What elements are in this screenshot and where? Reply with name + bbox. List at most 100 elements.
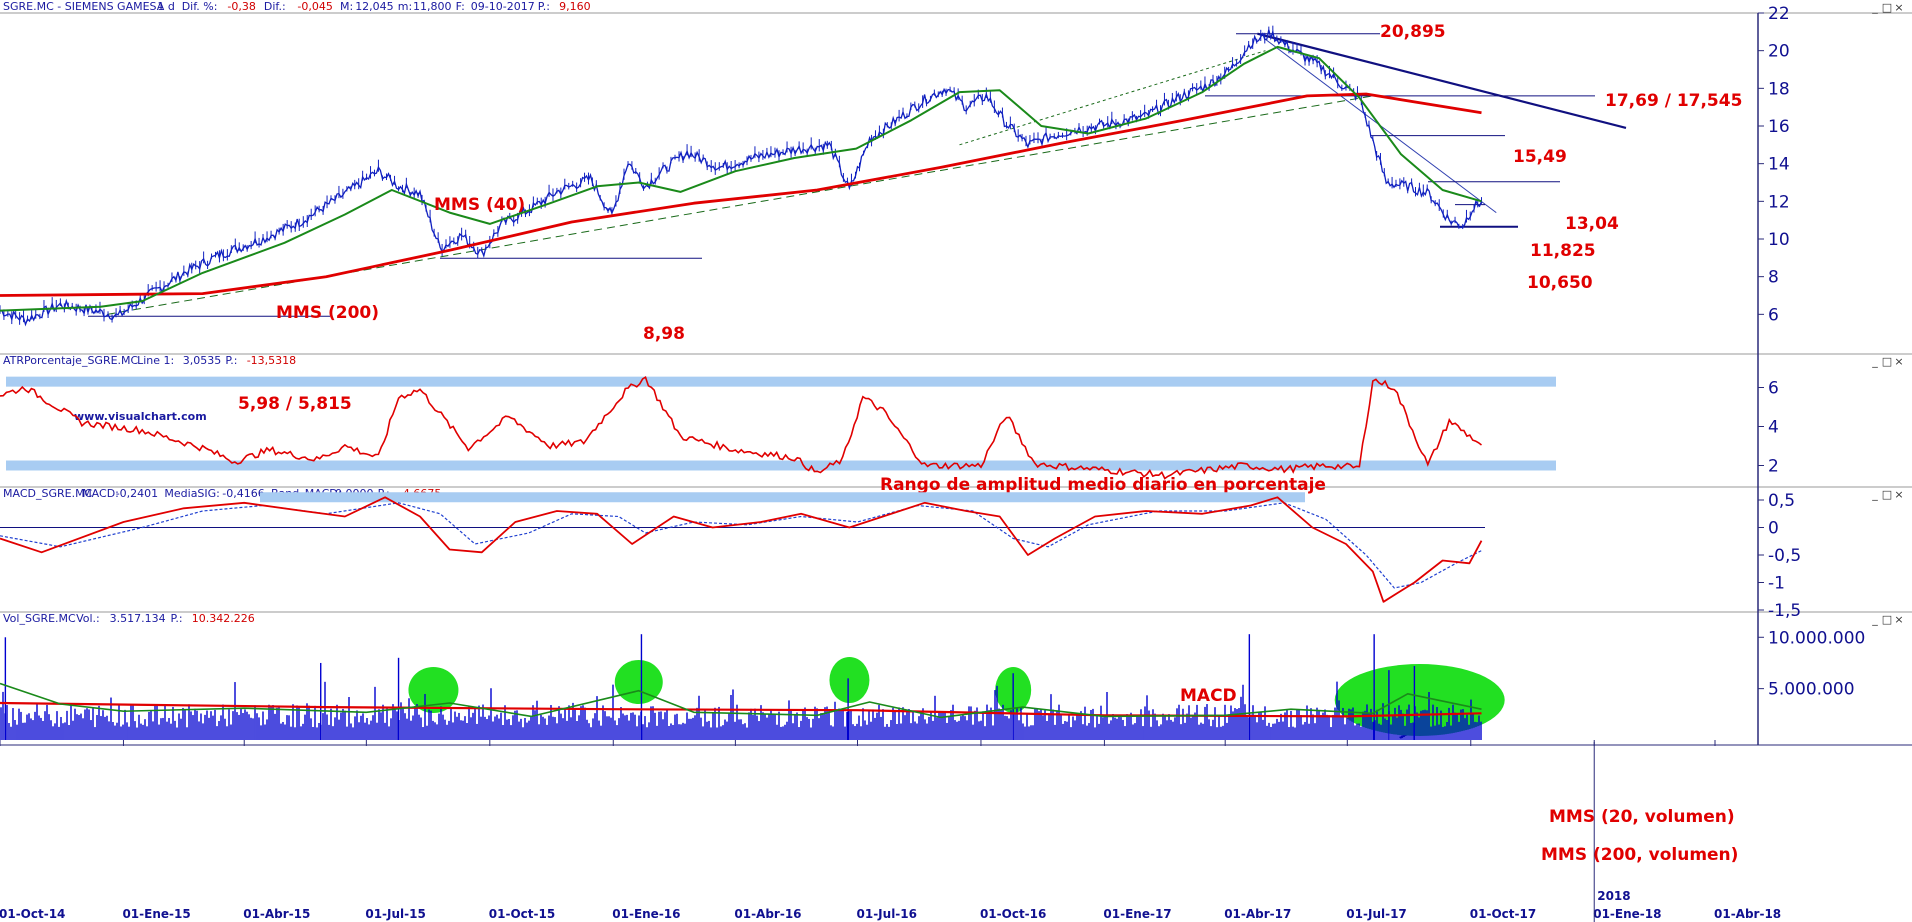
window-control-close-icon[interactable]: × (1894, 613, 1903, 626)
price-y-tick-label: 10 (1768, 230, 1790, 250)
level-label: 20,895 (1380, 22, 1446, 42)
price-y-tick-label: 8 (1768, 268, 1779, 288)
x-tick-label: 01-Abr-16 (734, 907, 801, 921)
price-y-tick-label: 22 (1768, 4, 1790, 24)
price-y-tick-label: 16 (1768, 117, 1790, 137)
price-y-tick-label: 6 (1768, 305, 1779, 325)
window-control-close-icon[interactable]: × (1894, 488, 1903, 501)
mms200-line (0, 92, 1482, 297)
volume-header-name: Vol_SGRE.MC (3, 612, 76, 625)
panel-header-bar-atr (0, 354, 1912, 367)
x-tick-label: 01-Ene-16 (612, 907, 680, 921)
level-label: 8,98 (643, 324, 685, 344)
volume-y-tick-label: 5.000.000 (1768, 680, 1855, 700)
price-y-tick-label: 20 (1768, 42, 1790, 62)
macd-header-signal-label: MediaSIG: (164, 487, 220, 500)
atr-header-line-value: 3,0535 (183, 354, 222, 367)
price-header-dif-label: Dif.: (264, 0, 286, 13)
price-y-tick-label: 12 (1768, 192, 1790, 212)
price-header-max: 12,045 (355, 0, 394, 13)
price-header-date-label: F: (456, 0, 465, 13)
price-header-max-label: M: (340, 0, 353, 13)
window-control-minimize-icon[interactable]: _ (1871, 613, 1878, 626)
price-header-min: 11,800 (413, 0, 452, 13)
volume-header-vol-label: Vol.: (76, 612, 100, 625)
price-y-tick-label: 14 (1768, 155, 1790, 175)
macd-header-signal: -0,4166 (222, 487, 264, 500)
macd-y-tick-label: -1 (1768, 574, 1785, 594)
inner-trendline (959, 50, 1266, 146)
price-header-min-label: m: (398, 0, 412, 13)
level-label: 10,650 (1527, 273, 1593, 293)
volume-y-tick-label: 10.000.000 (1768, 628, 1865, 648)
level-label: 5,98 / 5,815 (238, 394, 352, 414)
window-control-minimize-icon[interactable]: _ (1871, 1, 1878, 14)
atr-header-name: ATRPorcentaje_SGRE.MC (3, 354, 139, 367)
atr-header-p: -13,5318 (247, 354, 296, 367)
panel-header-bar-price (0, 0, 1912, 13)
window-control-restore-icon[interactable]: □ (1882, 613, 1892, 626)
price-header-p-label: P.: (538, 0, 550, 13)
x-tick-label: 01-Oct-15 (489, 907, 555, 921)
window-control-minimize-icon[interactable]: _ (1871, 355, 1878, 368)
x-tick-label: 01-Oct-17 (1470, 907, 1536, 921)
price-y-tick-label: 18 (1768, 79, 1790, 99)
x-tick-label: 01-Abr-17 (1224, 907, 1291, 921)
price-header-dif-pct-label: Dif. %: (182, 0, 218, 13)
atr-band-0 (6, 376, 1556, 387)
macd-y-tick-label: 0 (1768, 519, 1779, 539)
macd-y-tick-label: 0,5 (1768, 491, 1795, 511)
watermark-text: www.visualchart.com (74, 410, 207, 423)
level-label: 13,04 (1565, 214, 1619, 234)
volume-legend-mms200: MMS (200, volumen) (1541, 845, 1738, 865)
x-tick-label: 01-Jul-16 (857, 907, 917, 921)
price-header-dif: -0,045 (297, 0, 332, 13)
panel-header-bar-volume (0, 612, 1912, 625)
x-tick-label: 01-Jul-17 (1346, 907, 1406, 921)
window-control-restore-icon[interactable]: □ (1882, 1, 1892, 14)
volume-mms200-line (0, 701, 1482, 718)
volume-mms20-line (0, 682, 1482, 719)
macd-y-tick-label: -0,5 (1768, 546, 1801, 566)
window-control-restore-icon[interactable]: □ (1882, 355, 1892, 368)
x-tick-label: 01-Ene-15 (122, 907, 190, 921)
atr-y-tick-label: 2 (1768, 457, 1779, 477)
x-tick-label: 01-Oct-14 (0, 907, 65, 921)
price-header-period: 1 d (157, 0, 174, 13)
price-header-symbol: SGRE.MC - SIEMENS GAMESA (3, 0, 165, 13)
volume-header-p: 10.342.226 (192, 612, 255, 625)
resistance-trendline (1257, 32, 1627, 129)
macd-header-macd-label: MACD: (82, 487, 119, 500)
x-tick-label: 01-Abr-15 (243, 907, 310, 921)
price-header-date: 09-10-2017 (471, 0, 535, 13)
volume-header-vol: 3.517.134 (110, 612, 166, 625)
macd-header-name: MACD_SGRE.MC (3, 487, 93, 500)
atr-line (0, 375, 1482, 480)
atr-y-tick-label: 6 (1768, 379, 1779, 399)
macd-header-macd: -0,2401 (116, 487, 158, 500)
mms40-label: MMS (40) (434, 195, 525, 215)
window-control-minimize-icon[interactable]: _ (1871, 488, 1878, 501)
x-tick-label: 01-Oct-16 (980, 907, 1046, 921)
atr-header-line-label: Line 1: (137, 354, 174, 367)
volume-highlight-2 (829, 657, 870, 703)
x-tick-label: 01-Ene-17 (1103, 907, 1171, 921)
year-marker-label: 2018 (1597, 889, 1630, 903)
window-control-restore-icon[interactable]: □ (1882, 488, 1892, 501)
window-control-close-icon[interactable]: × (1894, 1, 1903, 14)
x-tick-label: 01-Ene-18 (1593, 907, 1661, 921)
macd-line (0, 496, 1483, 603)
price-header-dif-pct: -0,38 (227, 0, 255, 13)
macd-title: MACD (1180, 686, 1237, 706)
macd-band (260, 492, 1305, 503)
level-label: 11,825 (1530, 241, 1596, 261)
volume-legend-mms20: MMS (20, volumen) (1549, 807, 1735, 827)
level-label: 17,69 / 17,545 (1605, 91, 1742, 111)
x-tick-label: 01-Abr-18 (1714, 907, 1781, 921)
atr-title: Rango de amplitud medio diario en porcen… (880, 475, 1326, 495)
volume-header-p-label: P.: (171, 612, 183, 625)
window-control-close-icon[interactable]: × (1894, 355, 1903, 368)
atr-y-tick-label: 4 (1768, 418, 1779, 438)
price-header-p: 9,160 (559, 0, 591, 13)
